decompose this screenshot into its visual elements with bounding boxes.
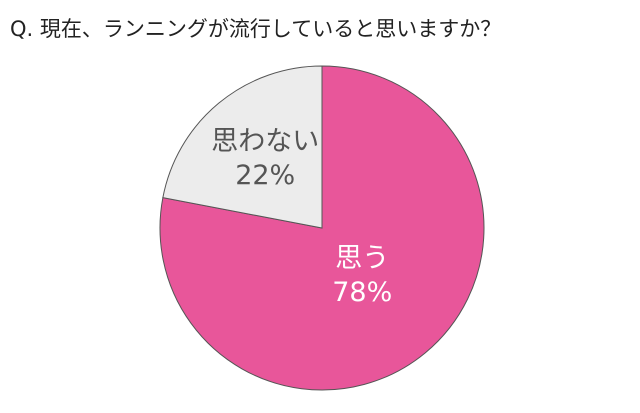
chart-title: Q. 現在、ランニングが流行していると思いますか？	[10, 17, 501, 41]
value-label: 78%	[332, 277, 392, 308]
pie-slice	[162, 65, 323, 229]
slice-label: 思わない	[211, 126, 319, 157]
value-label: 22%	[235, 160, 295, 191]
slice-label: 思う	[335, 243, 389, 274]
